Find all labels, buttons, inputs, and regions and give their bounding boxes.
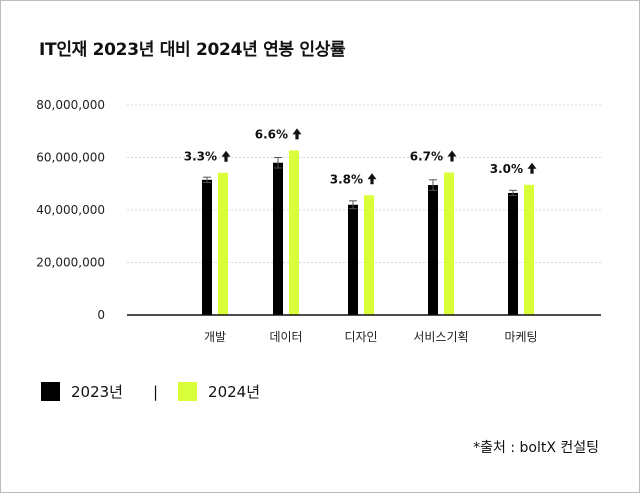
x-category-label: 마케팅 xyxy=(504,330,537,344)
up-arrow-icon xyxy=(447,150,457,162)
up-arrow-icon xyxy=(221,150,231,162)
x-category-label: 데이터 xyxy=(269,330,302,344)
up-arrow-icon xyxy=(367,173,377,185)
bar-2023 xyxy=(202,179,212,315)
x-category-label: 디자인 xyxy=(344,330,377,344)
legend-swatch-2024 xyxy=(178,382,198,401)
bar-2023 xyxy=(508,192,518,315)
y-tick-label: 0 xyxy=(97,308,105,322)
bar-2023 xyxy=(273,162,283,315)
y-tick-label: 60,000,000 xyxy=(36,151,105,165)
bar-2023 xyxy=(428,185,438,315)
bar-2024 xyxy=(524,184,534,315)
chart-title: IT인재 2023년 대비 2024년 연봉 인상률 xyxy=(39,40,346,60)
x-category-label: 개발 xyxy=(204,330,226,344)
source-note: *출처 : boltX 컨설팅 xyxy=(473,440,599,456)
legend: 2023년 | 2024년 xyxy=(41,381,260,402)
percent-annotation: 3.0% xyxy=(490,162,523,176)
y-tick-label: 20,000,000 xyxy=(36,256,105,270)
percent-annotation: 3.3% xyxy=(184,150,217,164)
up-arrow-icon xyxy=(527,162,537,174)
percent-annotation: 6.6% xyxy=(255,127,288,141)
legend-separator: | xyxy=(152,382,159,401)
legend-label-2024: 2024년 xyxy=(208,383,261,401)
bar-2024 xyxy=(218,172,228,315)
x-category-label: 서비스기획 xyxy=(413,330,468,344)
bar-2024 xyxy=(289,150,299,315)
bar-2024 xyxy=(364,195,374,315)
legend-item-2023: 2023년 xyxy=(41,381,123,402)
percent-annotation: 3.8% xyxy=(330,172,363,186)
y-tick-label: 40,000,000 xyxy=(36,203,105,217)
bar-2024 xyxy=(444,172,454,315)
up-arrow-icon xyxy=(292,128,302,140)
legend-swatch-2023 xyxy=(41,382,60,401)
percent-annotation: 6.7% xyxy=(410,149,443,163)
bar-2023 xyxy=(348,204,358,315)
legend-item-2024: 2024년 xyxy=(178,381,260,402)
legend-label-2023: 2023년 xyxy=(71,383,123,401)
y-tick-label: 80,000,000 xyxy=(36,98,105,112)
